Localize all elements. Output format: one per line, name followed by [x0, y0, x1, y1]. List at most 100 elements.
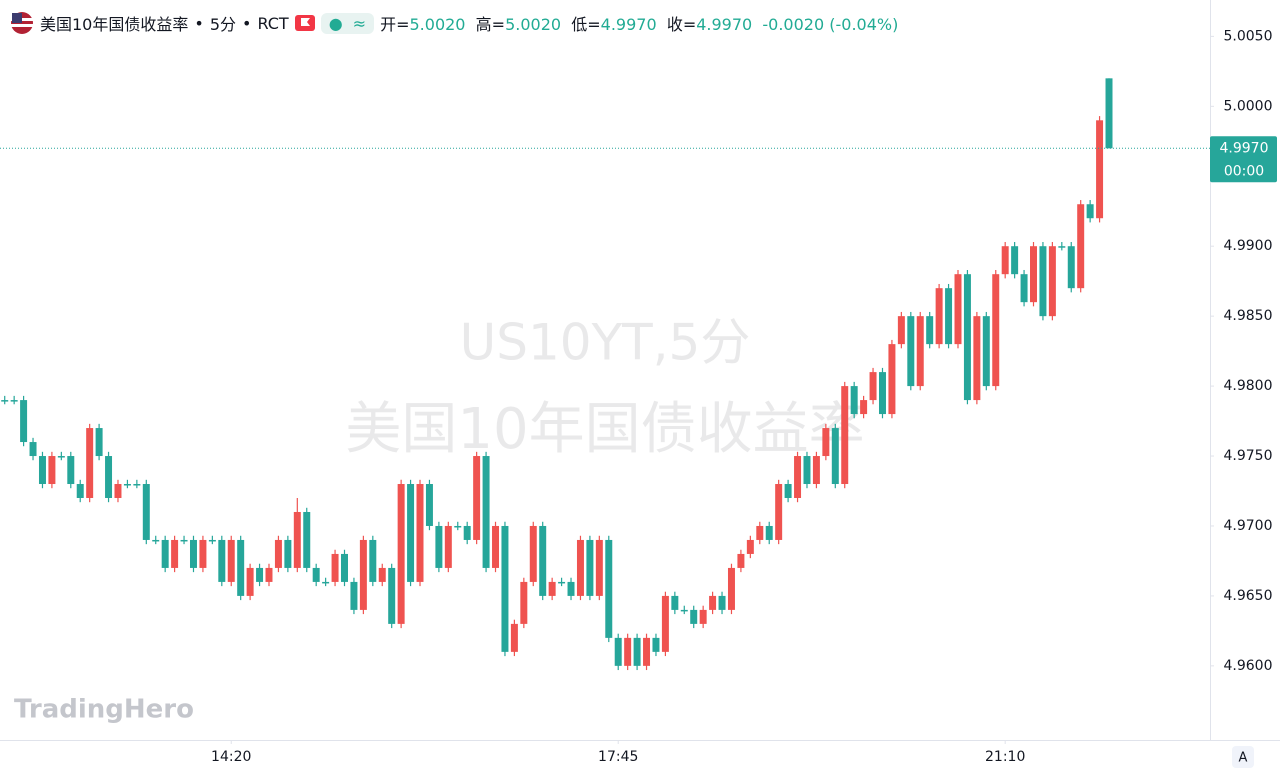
ohlc-name: 开=	[380, 15, 410, 34]
status-icon: ≈	[352, 13, 367, 33]
candle-body	[680, 609, 688, 612]
candle-body	[1, 400, 9, 402]
ohlc-value: 4.9970	[696, 15, 753, 34]
candle-body	[643, 637, 651, 666]
candle-body	[1011, 246, 1019, 275]
candle-body	[548, 581, 556, 596]
candle-body	[794, 456, 802, 498]
x-tick-label: 14:20	[211, 749, 251, 765]
candle-body	[558, 581, 566, 584]
candle-body	[435, 525, 443, 568]
candle-body	[765, 525, 773, 540]
change: -0.0020	[762, 15, 825, 34]
candle-body	[1105, 78, 1113, 149]
candle-body	[652, 637, 660, 652]
candle-body	[180, 539, 188, 542]
candle-body	[822, 428, 830, 457]
candle-body	[954, 274, 962, 345]
candle-body	[510, 623, 518, 652]
candle-body	[57, 456, 65, 458]
interval[interactable]: 5分	[209, 15, 236, 34]
candle-body	[699, 609, 707, 624]
candle-body	[208, 539, 216, 542]
candle-body	[303, 511, 311, 568]
candle-body	[614, 637, 622, 666]
candle-body	[369, 539, 377, 582]
candle-body	[199, 539, 207, 568]
candle-body	[38, 456, 46, 485]
y-tick-label: 4.9700	[1224, 518, 1273, 534]
candle-body	[95, 428, 103, 457]
candle-body	[1067, 246, 1075, 289]
x-tick-label: 17:45	[598, 749, 638, 765]
candle-body	[935, 288, 943, 345]
candle-body	[926, 316, 934, 345]
candle-body	[1001, 246, 1009, 275]
candle-body	[274, 539, 282, 568]
candle-body	[850, 386, 858, 415]
candle-body	[1039, 246, 1047, 317]
ohlc-value: 5.0020	[409, 15, 466, 34]
candle-body	[746, 539, 754, 554]
plot	[1, 78, 1113, 671]
candle-body	[1048, 246, 1056, 317]
candle-body	[473, 456, 481, 540]
y-tick-label: 4.9900	[1224, 238, 1273, 254]
candle-body	[586, 539, 594, 596]
countdown: 00:00	[1224, 163, 1264, 179]
ohlc-name: 低=	[571, 15, 601, 34]
candle-body	[812, 456, 820, 485]
ohlc-value: 4.9970	[600, 15, 657, 34]
scale-button[interactable]: A	[1239, 751, 1248, 766]
scale-button-bg[interactable]	[1232, 746, 1254, 768]
y-tick-label: 4.9850	[1224, 308, 1273, 324]
candle-body	[661, 595, 669, 652]
candle-body	[425, 484, 433, 526]
candle-body	[784, 484, 792, 498]
candle-body	[709, 595, 717, 610]
candle-body	[189, 539, 197, 568]
candle-body	[803, 456, 811, 485]
candle-body	[567, 581, 575, 596]
candle-body	[341, 553, 348, 582]
candle-body	[444, 525, 452, 568]
candle-body	[1020, 274, 1028, 303]
candle-body	[416, 484, 424, 582]
candle-body	[397, 484, 405, 624]
brand-logo: TradingHero	[14, 695, 194, 725]
candle-body	[897, 316, 905, 345]
candle-body	[916, 316, 924, 387]
candle-body	[152, 539, 160, 542]
y-tick-label: 5.0000	[1224, 98, 1273, 114]
candle-body	[737, 553, 745, 568]
candle-body	[359, 539, 367, 610]
candle-body	[982, 316, 990, 387]
candle-body	[869, 372, 877, 401]
candle-body	[463, 525, 471, 540]
candle-body	[1086, 204, 1094, 219]
ohlc: 开=5.0020 高=5.0020 低=4.9970 收=4.9970 -0.0…	[380, 11, 898, 35]
watermark: US10YT,5分	[460, 314, 751, 372]
candle-body	[1077, 204, 1085, 289]
ohlc-value: 5.0020	[505, 15, 562, 34]
candle-body	[860, 400, 868, 415]
y-tick-label: 4.9750	[1224, 448, 1273, 464]
candle-body	[171, 539, 179, 568]
flag-marker[interactable]	[294, 13, 315, 33]
candle-body	[973, 316, 981, 401]
candle-body	[492, 525, 500, 568]
candle-body	[1058, 246, 1066, 248]
candle-body	[671, 595, 679, 610]
candle-body	[246, 567, 254, 596]
price-badge-label: 4.9970	[1220, 140, 1269, 156]
status-pill[interactable]: ● ≈	[320, 12, 375, 34]
candle-body	[576, 539, 584, 596]
symbol-title[interactable]: 美国10年国债收益率	[40, 15, 189, 34]
candle-body	[133, 484, 141, 486]
candle-body	[86, 428, 94, 498]
candle-body	[454, 525, 462, 528]
candle-body	[841, 386, 849, 485]
candle-body	[114, 484, 122, 498]
candle-body	[529, 525, 537, 582]
